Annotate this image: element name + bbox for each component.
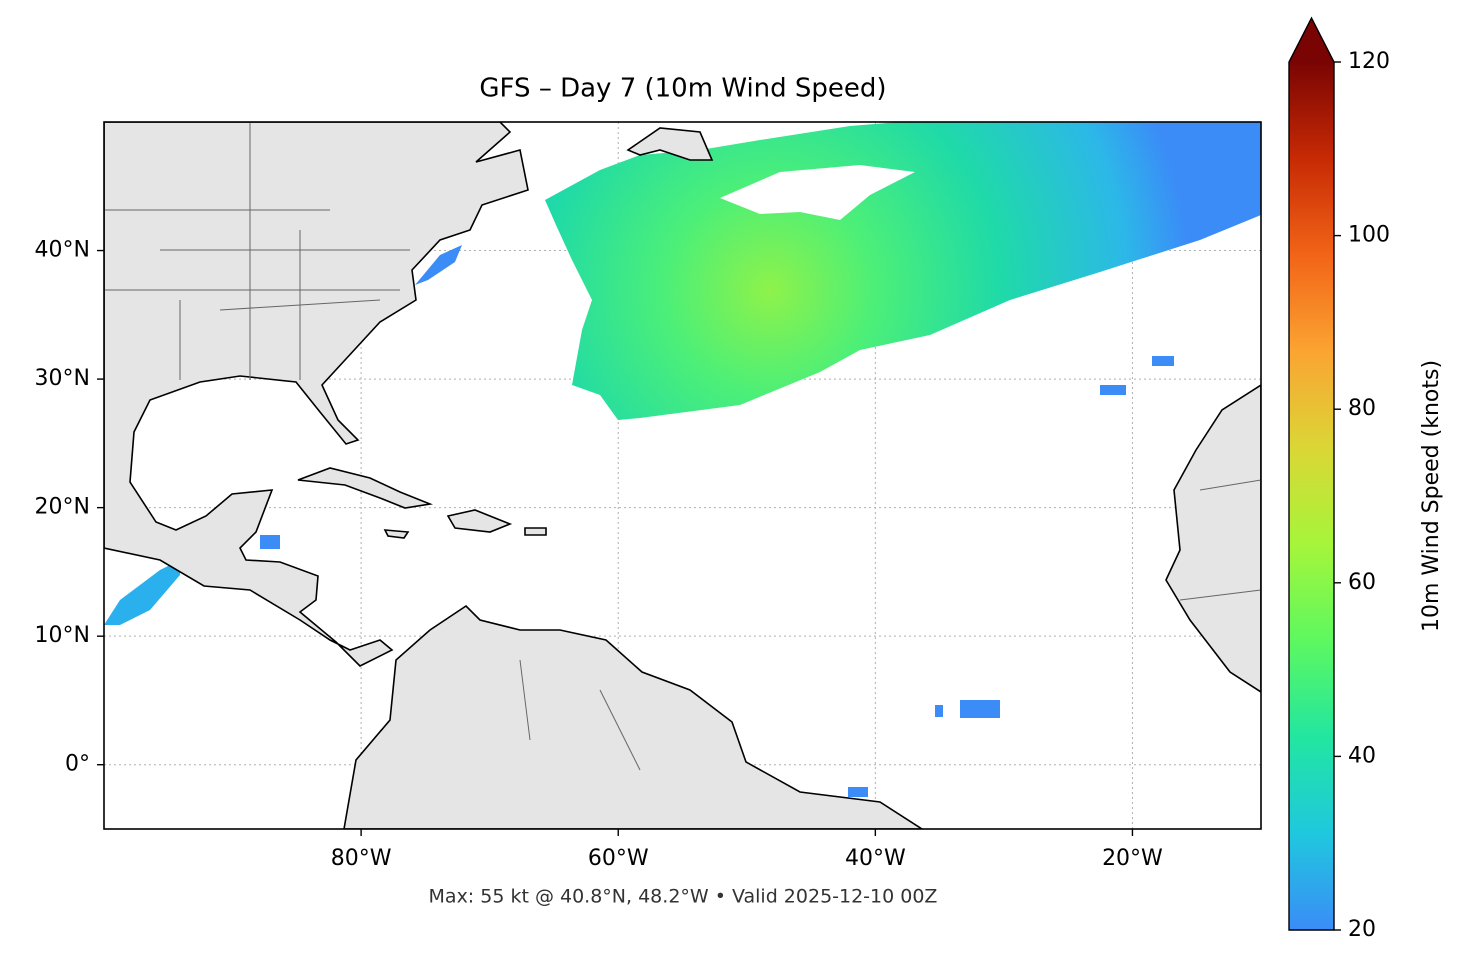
map-area	[104, 122, 1261, 829]
map-frame	[103, 121, 1262, 830]
colorbar-tick-label: 60	[1348, 570, 1376, 595]
jamaica	[383, 529, 410, 539]
colorbar-tick-label: 40	[1348, 743, 1376, 768]
colorbar-tick-label: 20	[1348, 917, 1376, 942]
y-tick-label: 40°N	[35, 238, 90, 263]
ticks: 80°W 60°W 40°W 20°W 0° 10°N 20°N 30°N 40°N	[35, 238, 1164, 871]
colorbar-tick-label: 80	[1348, 396, 1376, 421]
footer-note: Max: 55 kt @ 40.8°N, 48.2°W • Valid 2025…	[429, 886, 938, 908]
y-tick-label: 30°N	[35, 366, 90, 391]
hispaniola	[446, 509, 513, 533]
newfoundland	[626, 127, 714, 161]
y-tick-label: 10°N	[35, 623, 90, 648]
africa	[1165, 384, 1261, 693]
wind-patch	[1100, 385, 1126, 395]
x-tick-label: 20°W	[1102, 846, 1163, 871]
y-tick-label: 0°	[65, 752, 90, 777]
wind-patch	[104, 560, 180, 625]
calm-area	[720, 165, 915, 220]
wind-field	[545, 122, 1261, 420]
colorbar-extend	[1289, 18, 1334, 62]
colorbar-frame	[1288, 16, 1335, 931]
y-tick-label: 20°N	[35, 495, 90, 520]
wind-patch	[1152, 356, 1174, 366]
south-america	[343, 604, 924, 829]
colorbar: 20 40 60 80 100 120	[1288, 16, 1390, 942]
wind-patch	[848, 787, 868, 797]
wind-patch	[260, 535, 280, 549]
wind-patch	[935, 705, 943, 717]
state-borders	[104, 122, 1261, 771]
north-america	[104, 122, 529, 667]
x-tick-label: 60°W	[588, 846, 649, 871]
colorbar-scale	[1289, 62, 1334, 930]
colorbar-label: 10m Wind Speed (knots)	[1419, 360, 1444, 632]
puerto-rico	[524, 527, 547, 536]
cuba	[297, 467, 433, 509]
x-tick-label: 80°W	[331, 846, 392, 871]
wind-patch	[415, 245, 462, 285]
map-title: GFS – Day 7 (10m Wind Speed)	[479, 74, 886, 104]
wind-patch	[960, 700, 1000, 718]
colorbar-tick-label: 100	[1348, 223, 1390, 248]
x-tick-label: 40°W	[845, 846, 906, 871]
colorbar-tick-label: 120	[1348, 49, 1390, 74]
